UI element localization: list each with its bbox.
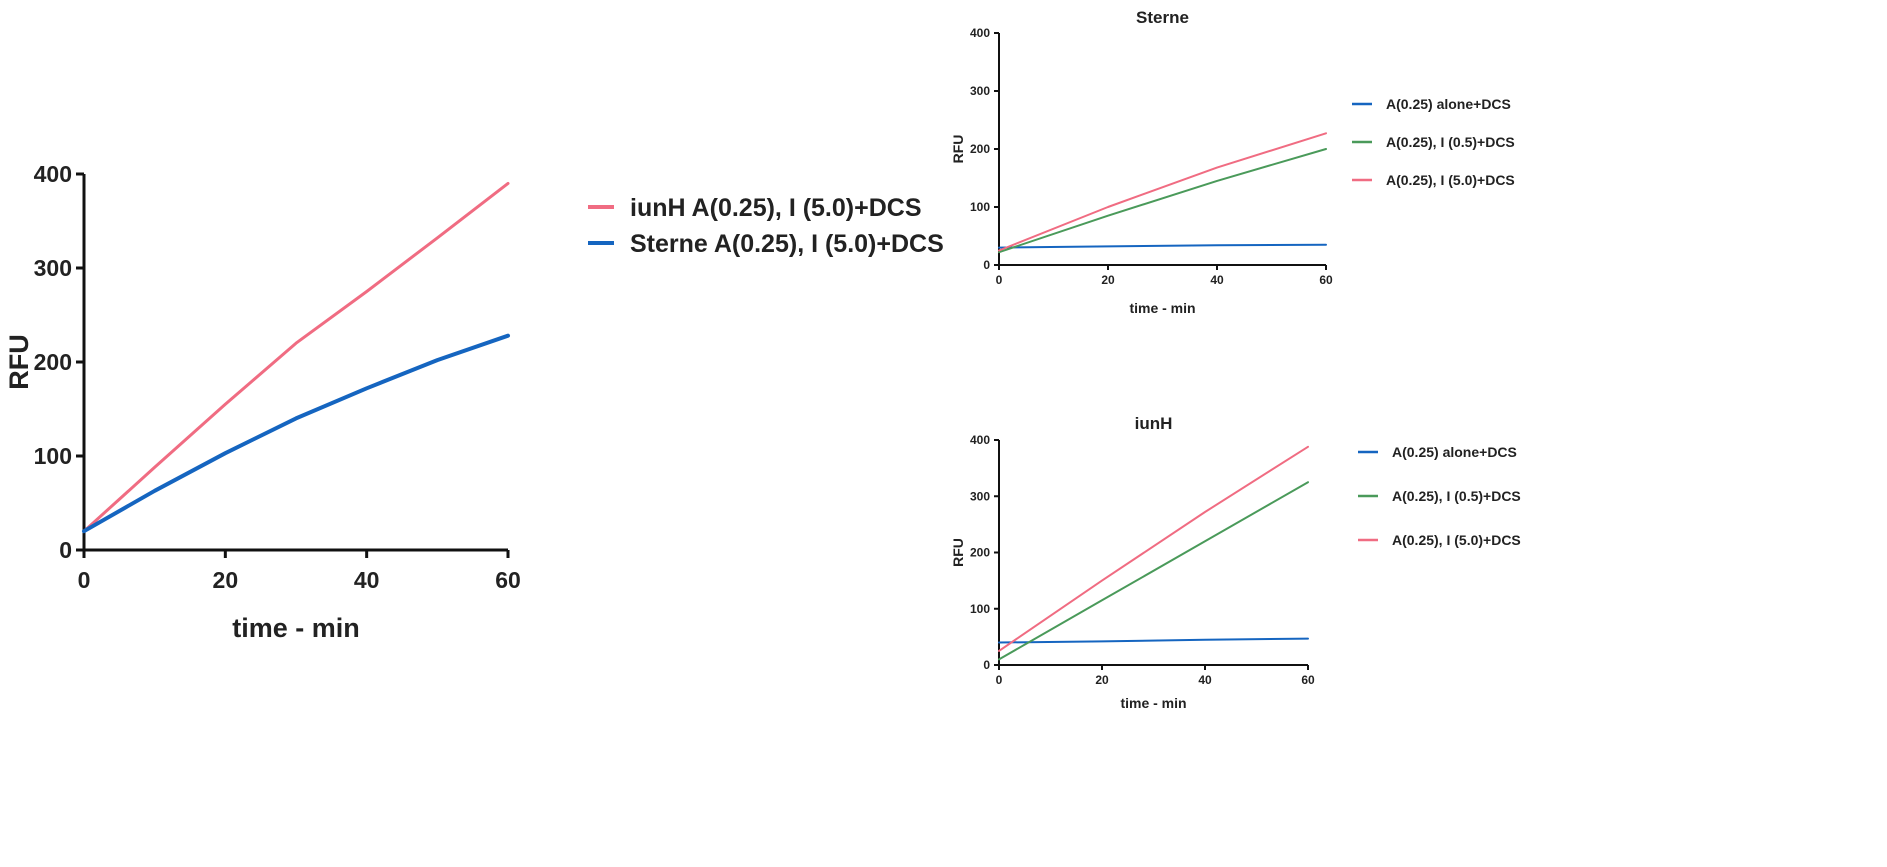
legend-label-0: iunH A(0.25), I (5.0)+DCS: [630, 194, 922, 222]
series-line-1: [998, 481, 1309, 661]
chart-iunh: 0 100 200 300 400 0 20 40 60 time - min RFU iunH A(0…: [950, 414, 1521, 711]
y-axis-label: RFU: [4, 334, 34, 390]
y-tick-label: 300: [970, 84, 990, 98]
x-tick-label: 40: [354, 567, 380, 593]
series-line-2: [998, 445, 1309, 652]
series-line-0: [998, 243, 1327, 249]
x-tick-label: 20: [1101, 273, 1115, 287]
x-tick-label: 60: [1301, 673, 1315, 687]
x-tick-label: 60: [495, 567, 521, 593]
series-line-0: [82, 181, 510, 533]
series-line-1: [82, 333, 510, 534]
x-tick-label: 40: [1198, 673, 1212, 687]
chart-main: 0 100 200 300 400 0 20 40 60 time - min RFU iunH A(…: [4, 161, 944, 643]
x-tick-label: 40: [1210, 273, 1224, 287]
y-tick-label: 400: [970, 433, 990, 447]
x-tick-label: 0: [996, 273, 1003, 287]
y-tick-label: 100: [970, 602, 990, 616]
legend-label-1: A(0.25), I (0.5)+DCS: [1386, 134, 1515, 150]
chart-sterne: 0 100 200 300 400 0 20 40 60 time - min RFU Sterne A…: [950, 8, 1515, 316]
y-tick-label: 300: [970, 489, 990, 503]
y-tick-label: 200: [34, 349, 72, 375]
series-line-1: [998, 148, 1327, 254]
series-line-2: [998, 132, 1327, 252]
legend-label-2: A(0.25), I (5.0)+DCS: [1386, 172, 1515, 188]
x-tick-label: 0: [78, 567, 91, 593]
y-axis-label: RFU: [950, 538, 966, 567]
x-tick-label: 0: [996, 673, 1003, 687]
y-tick-label: 300: [34, 255, 72, 281]
y-tick-label: 200: [970, 546, 990, 560]
series-line-0: [998, 637, 1309, 644]
y-tick-label: 200: [970, 142, 990, 156]
y-tick-label: 400: [34, 161, 72, 187]
y-tick-label: 0: [983, 658, 990, 672]
legend-label-2: A(0.25), I (5.0)+DCS: [1392, 532, 1521, 548]
y-tick-label: 400: [970, 26, 990, 40]
chart-title: Sterne: [1136, 8, 1189, 27]
x-tick-label: 20: [213, 567, 239, 593]
x-axis-label: time - min: [1120, 695, 1186, 711]
legend-label-1: Sterne A(0.25), I (5.0)+DCS: [630, 230, 944, 258]
y-tick-label: 100: [34, 443, 72, 469]
legend-label-0: A(0.25) alone+DCS: [1392, 444, 1517, 460]
legend-label-1: A(0.25), I (0.5)+DCS: [1392, 488, 1521, 504]
y-axis-label: RFU: [950, 135, 966, 164]
chart-title: iunH: [1135, 414, 1173, 433]
y-tick-label: 0: [59, 537, 72, 563]
x-tick-label: 60: [1319, 273, 1333, 287]
legend-label-0: A(0.25) alone+DCS: [1386, 96, 1511, 112]
x-axis-label: time - min: [1129, 300, 1195, 316]
y-tick-label: 100: [970, 200, 990, 214]
x-axis-label: time - min: [232, 613, 360, 643]
x-tick-label: 20: [1095, 673, 1109, 687]
y-tick-label: 0: [983, 258, 990, 272]
